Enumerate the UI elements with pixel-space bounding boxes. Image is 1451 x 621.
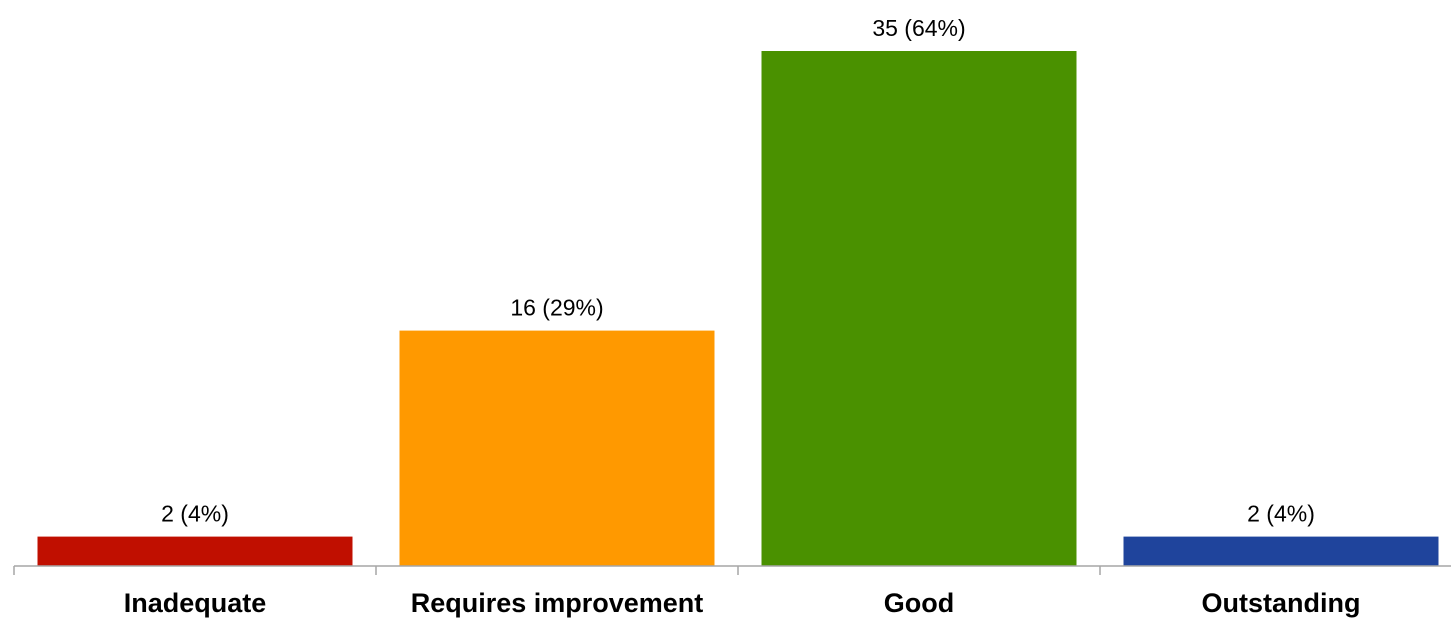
data-label-requires-improvement: 16 (29%) — [510, 295, 603, 321]
data-labels-group: 2 (4%) 16 (29%) 35 (64%) 2 (4%) — [161, 15, 1315, 527]
category-label-inadequate: Inadequate — [124, 588, 267, 618]
bar-inadequate — [37, 536, 353, 566]
category-label-outstanding: Outstanding — [1202, 588, 1361, 618]
category-labels-group: Inadequate Requires improvement Good Outsta… — [124, 588, 1361, 618]
bar-good — [761, 51, 1077, 566]
x-axis — [13, 565, 1451, 575]
data-label-outstanding: 2 (4%) — [1247, 501, 1315, 527]
bars-group — [37, 51, 1439, 566]
category-label-good: Good — [884, 588, 954, 618]
bar-requires-improvement — [399, 330, 715, 566]
data-label-good: 35 (64%) — [872, 15, 965, 41]
data-label-inadequate: 2 (4%) — [161, 501, 229, 527]
category-label-requires-improvement: Requires improvement — [411, 588, 704, 618]
bar-outstanding — [1123, 536, 1439, 566]
